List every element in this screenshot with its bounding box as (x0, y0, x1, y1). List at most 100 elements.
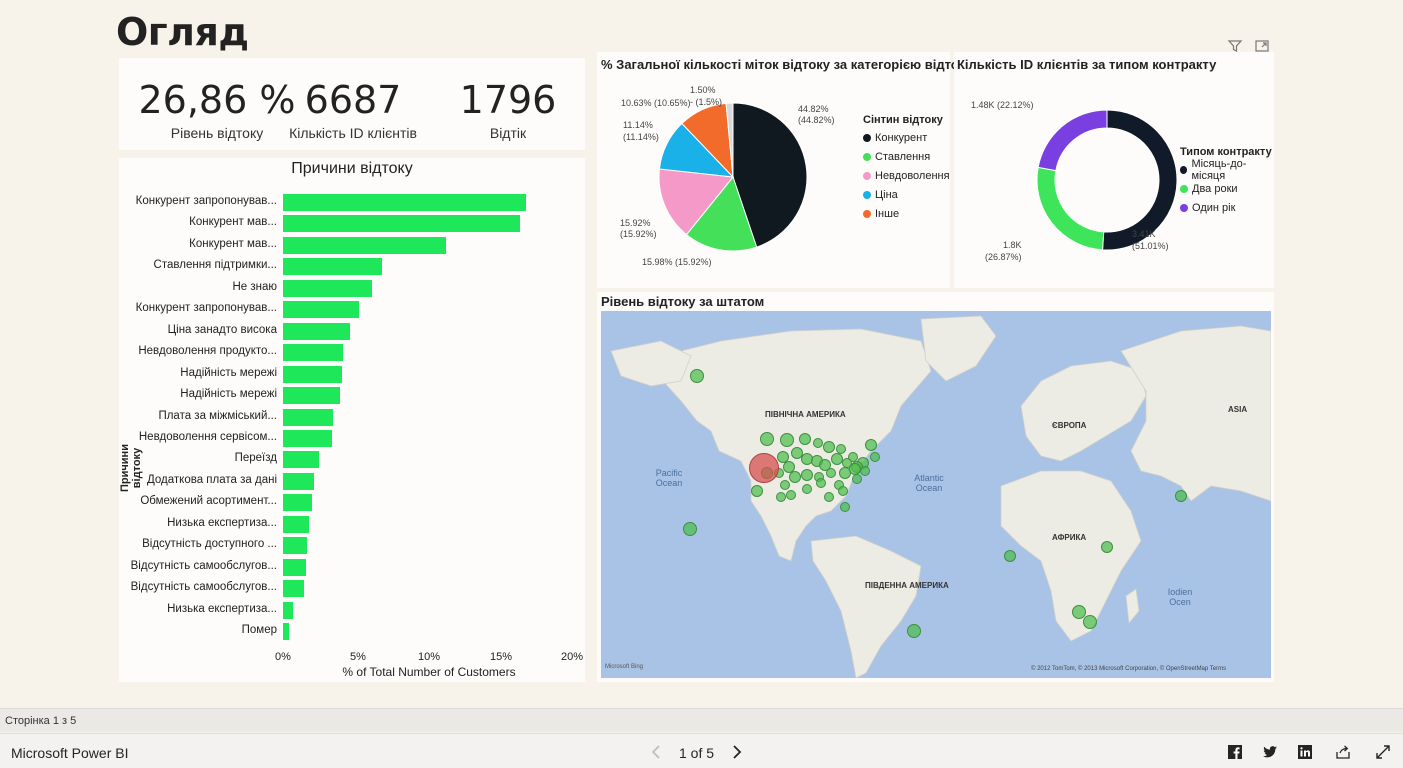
customer-count-label: Кількість ID клієнтів (289, 125, 417, 141)
map-bubble[interactable] (786, 490, 796, 500)
map-bubble[interactable] (1101, 541, 1113, 553)
filter-icon[interactable] (1225, 36, 1245, 56)
bar[interactable] (283, 451, 319, 469)
map-bubble[interactable] (760, 432, 774, 446)
map-bubble[interactable] (1004, 550, 1016, 562)
bar[interactable] (283, 322, 351, 340)
map-bubble[interactable] (683, 522, 697, 536)
map-bubble[interactable] (865, 439, 877, 451)
donut-legend-item[interactable]: Два роки (1180, 179, 1274, 198)
bar[interactable] (283, 279, 372, 297)
chevron-left-icon[interactable] (646, 742, 666, 762)
map-bubble[interactable] (813, 438, 823, 448)
map-bubble[interactable] (840, 502, 850, 512)
bar[interactable] (283, 236, 447, 254)
focus-mode-icon[interactable] (1252, 36, 1272, 56)
bar-chart-x-axis-label: % of Total Number of Customers (342, 665, 516, 679)
legend-swatch (1180, 203, 1188, 212)
bar[interactable] (283, 387, 341, 405)
map-label-africa: АФРИКА (1052, 533, 1087, 542)
map-bubble[interactable] (816, 478, 826, 488)
bar[interactable] (283, 601, 293, 619)
pie-slice[interactable] (1036, 166, 1105, 251)
donut-chart-title: Кількість ID клієнтів за типом контракту (957, 57, 1217, 72)
map-bubble-highlight[interactable] (749, 453, 779, 483)
bar[interactable] (283, 408, 334, 426)
pie-slice[interactable] (732, 102, 808, 248)
twitter-icon[interactable] (1260, 742, 1280, 762)
donut-legend-item[interactable]: Один рік (1180, 198, 1274, 217)
bar[interactable] (283, 194, 527, 211)
share-icon[interactable] (1333, 742, 1353, 762)
chevron-right-icon[interactable] (727, 742, 747, 762)
bar[interactable] (283, 472, 315, 490)
map-bubble[interactable] (1175, 490, 1187, 502)
pie-legend-item[interactable]: Ціна (863, 185, 950, 204)
legend-swatch (1180, 184, 1188, 193)
pie-legend-item[interactable]: Невдоволення (863, 166, 950, 185)
bar[interactable] (283, 515, 309, 533)
pie-legend-item[interactable]: Ставлення (863, 147, 950, 166)
fullscreen-icon[interactable] (1373, 742, 1393, 762)
bar-chart-x-tick: 10% (417, 651, 441, 663)
bar[interactable] (283, 537, 308, 555)
map-bubble[interactable] (802, 484, 812, 494)
map-bubble[interactable] (751, 485, 763, 497)
map-label-asia: ASIA (1228, 405, 1248, 414)
map-bubble[interactable] (780, 433, 794, 447)
pie-chart (658, 102, 808, 252)
pie-slice[interactable] (1037, 109, 1108, 172)
map-bubble[interactable] (783, 461, 795, 473)
bar[interactable] (283, 301, 359, 319)
bar-chart-x-tick: 5% (350, 651, 366, 663)
map-bubble[interactable] (776, 492, 786, 502)
continent-asia (1120, 325, 1271, 502)
map-bubble[interactable] (824, 492, 834, 502)
pie-legend-item[interactable]: Інше (863, 204, 950, 223)
map-canvas[interactable]: ПІВНІЧНА АМЕРИКА ЄВРОПА ASIA АФРИКА ПІВД… (601, 311, 1271, 678)
legend-label: Ставлення (875, 150, 931, 163)
map-bubble[interactable] (870, 452, 880, 462)
bar[interactable] (283, 365, 342, 383)
pie-slice[interactable] (725, 102, 734, 178)
map-bubble[interactable] (801, 469, 813, 481)
pie-slice[interactable] (658, 168, 734, 236)
pie-slice[interactable] (685, 175, 758, 252)
bar[interactable] (283, 623, 289, 640)
bar[interactable] (283, 344, 344, 362)
brand-label[interactable]: Microsoft Power BI (11, 745, 129, 761)
map-bubble[interactable] (852, 474, 862, 484)
bar-category-label: Ставлення підтримки... (153, 259, 277, 272)
map-bubble[interactable] (789, 471, 801, 483)
bar[interactable] (283, 429, 332, 447)
bar[interactable] (283, 258, 382, 276)
donut-legend-item[interactable]: Місяць-до-місяця (1180, 158, 1274, 182)
map-bubble[interactable] (836, 444, 846, 454)
map-copyright[interactable]: © 2012 TomTom, © 2013 Microsoft Corporat… (1031, 666, 1227, 672)
map-bubble[interactable] (1072, 605, 1086, 619)
map-bubble[interactable] (838, 486, 848, 496)
map-bubble[interactable] (823, 441, 835, 453)
bar[interactable] (283, 558, 306, 576)
bar-category-label: Відсутність самообслугов... (130, 581, 277, 594)
map-bubble[interactable] (780, 480, 790, 490)
bar-category-label: Низька експертиза... (167, 602, 277, 615)
map-bubble[interactable] (791, 447, 803, 459)
bar[interactable] (283, 580, 305, 598)
donut-label-monthly: 3.41K (51.01%) (1132, 228, 1169, 252)
bar[interactable] (283, 215, 521, 233)
pie-slice[interactable] (1102, 109, 1178, 251)
pie-legend-item[interactable]: Конкурент (863, 128, 950, 147)
map-bubble[interactable] (799, 433, 811, 445)
bar-chart-x-tick: 0% (275, 651, 291, 663)
bar[interactable] (283, 494, 312, 512)
facebook-icon[interactable] (1225, 742, 1245, 762)
map-bubble[interactable] (777, 451, 789, 463)
map-bubble[interactable] (1083, 615, 1097, 629)
linkedin-icon[interactable] (1295, 742, 1315, 762)
map-bubble[interactable] (860, 466, 870, 476)
map-label-indian: Iodien Ocen (1167, 587, 1193, 607)
map-bubble[interactable] (826, 468, 836, 478)
map-bubble[interactable] (690, 369, 704, 383)
map-bubble[interactable] (907, 624, 921, 638)
